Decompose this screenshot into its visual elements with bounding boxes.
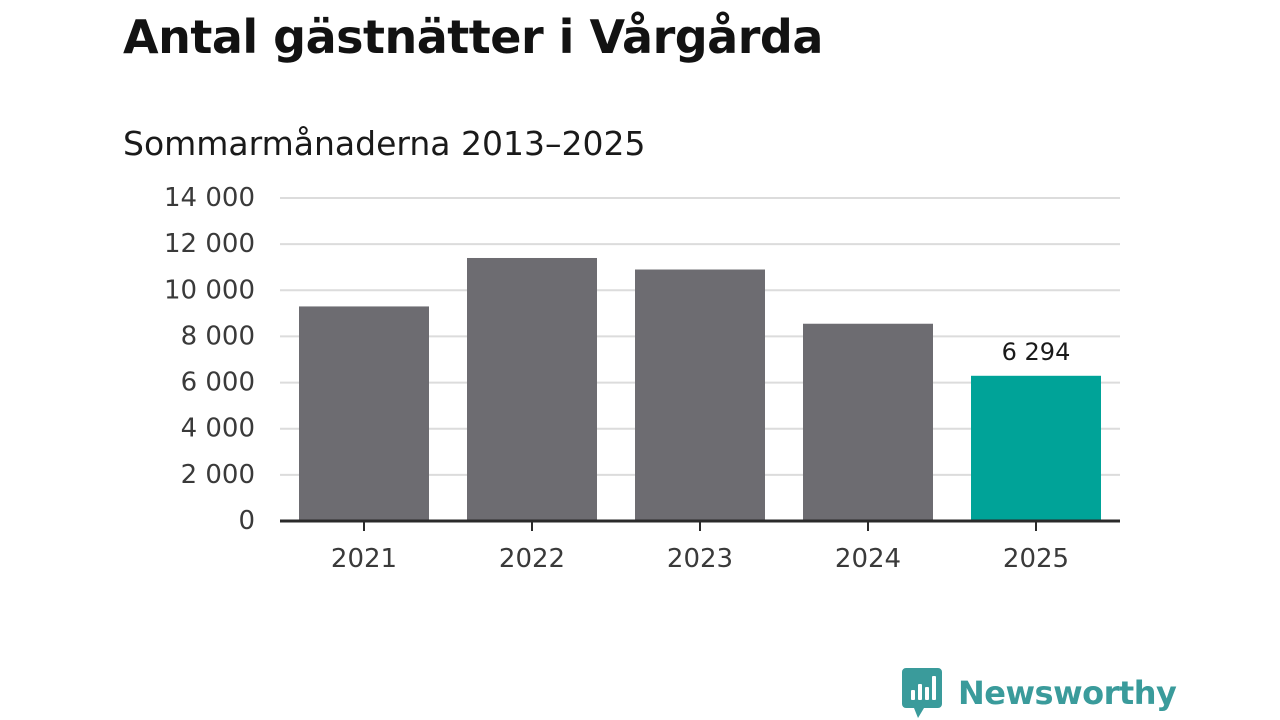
data-label-2025: 6 294 [1002,338,1071,366]
brand-name: Newsworthy [958,674,1177,712]
y-tick-label: 8 000 [181,321,255,351]
y-tick-label: 2 000 [181,460,255,490]
chart-title: Antal gästnätter i Vårgårda [123,10,823,64]
brand-logo: Newsworthy [902,668,1177,718]
bar-2024 [803,323,933,521]
bar-2022 [467,257,597,521]
bar-2025 [971,375,1101,521]
y-tick-label: 10 000 [164,275,255,305]
bar-2021 [299,306,429,521]
chart-subtitle: Sommarmånaderna 2013–2025 [123,124,646,163]
y-tick-label: 0 [238,506,255,536]
x-tick-label: 2025 [1003,544,1069,574]
y-tick-label: 14 000 [164,183,255,213]
x-tick-label: 2024 [835,544,901,574]
x-tick-label: 2021 [331,544,397,574]
newsworthy-logo-icon [902,668,942,718]
x-tick-label: 2022 [499,544,565,574]
x-axis-ticks: 2021 2022 2023 2024 2025 [331,521,1069,574]
y-tick-label: 6 000 [181,368,255,398]
x-tick-label: 2023 [667,544,733,574]
bar-2023 [635,269,765,521]
y-tick-label: 12 000 [164,229,255,259]
y-axis-tick-labels: 0 2 000 4 000 6 000 8 000 10 000 12 000 14 000 [164,183,255,536]
y-tick-label: 4 000 [181,414,255,444]
bars [299,257,1101,521]
data-labels: 6 294 [1002,338,1071,366]
